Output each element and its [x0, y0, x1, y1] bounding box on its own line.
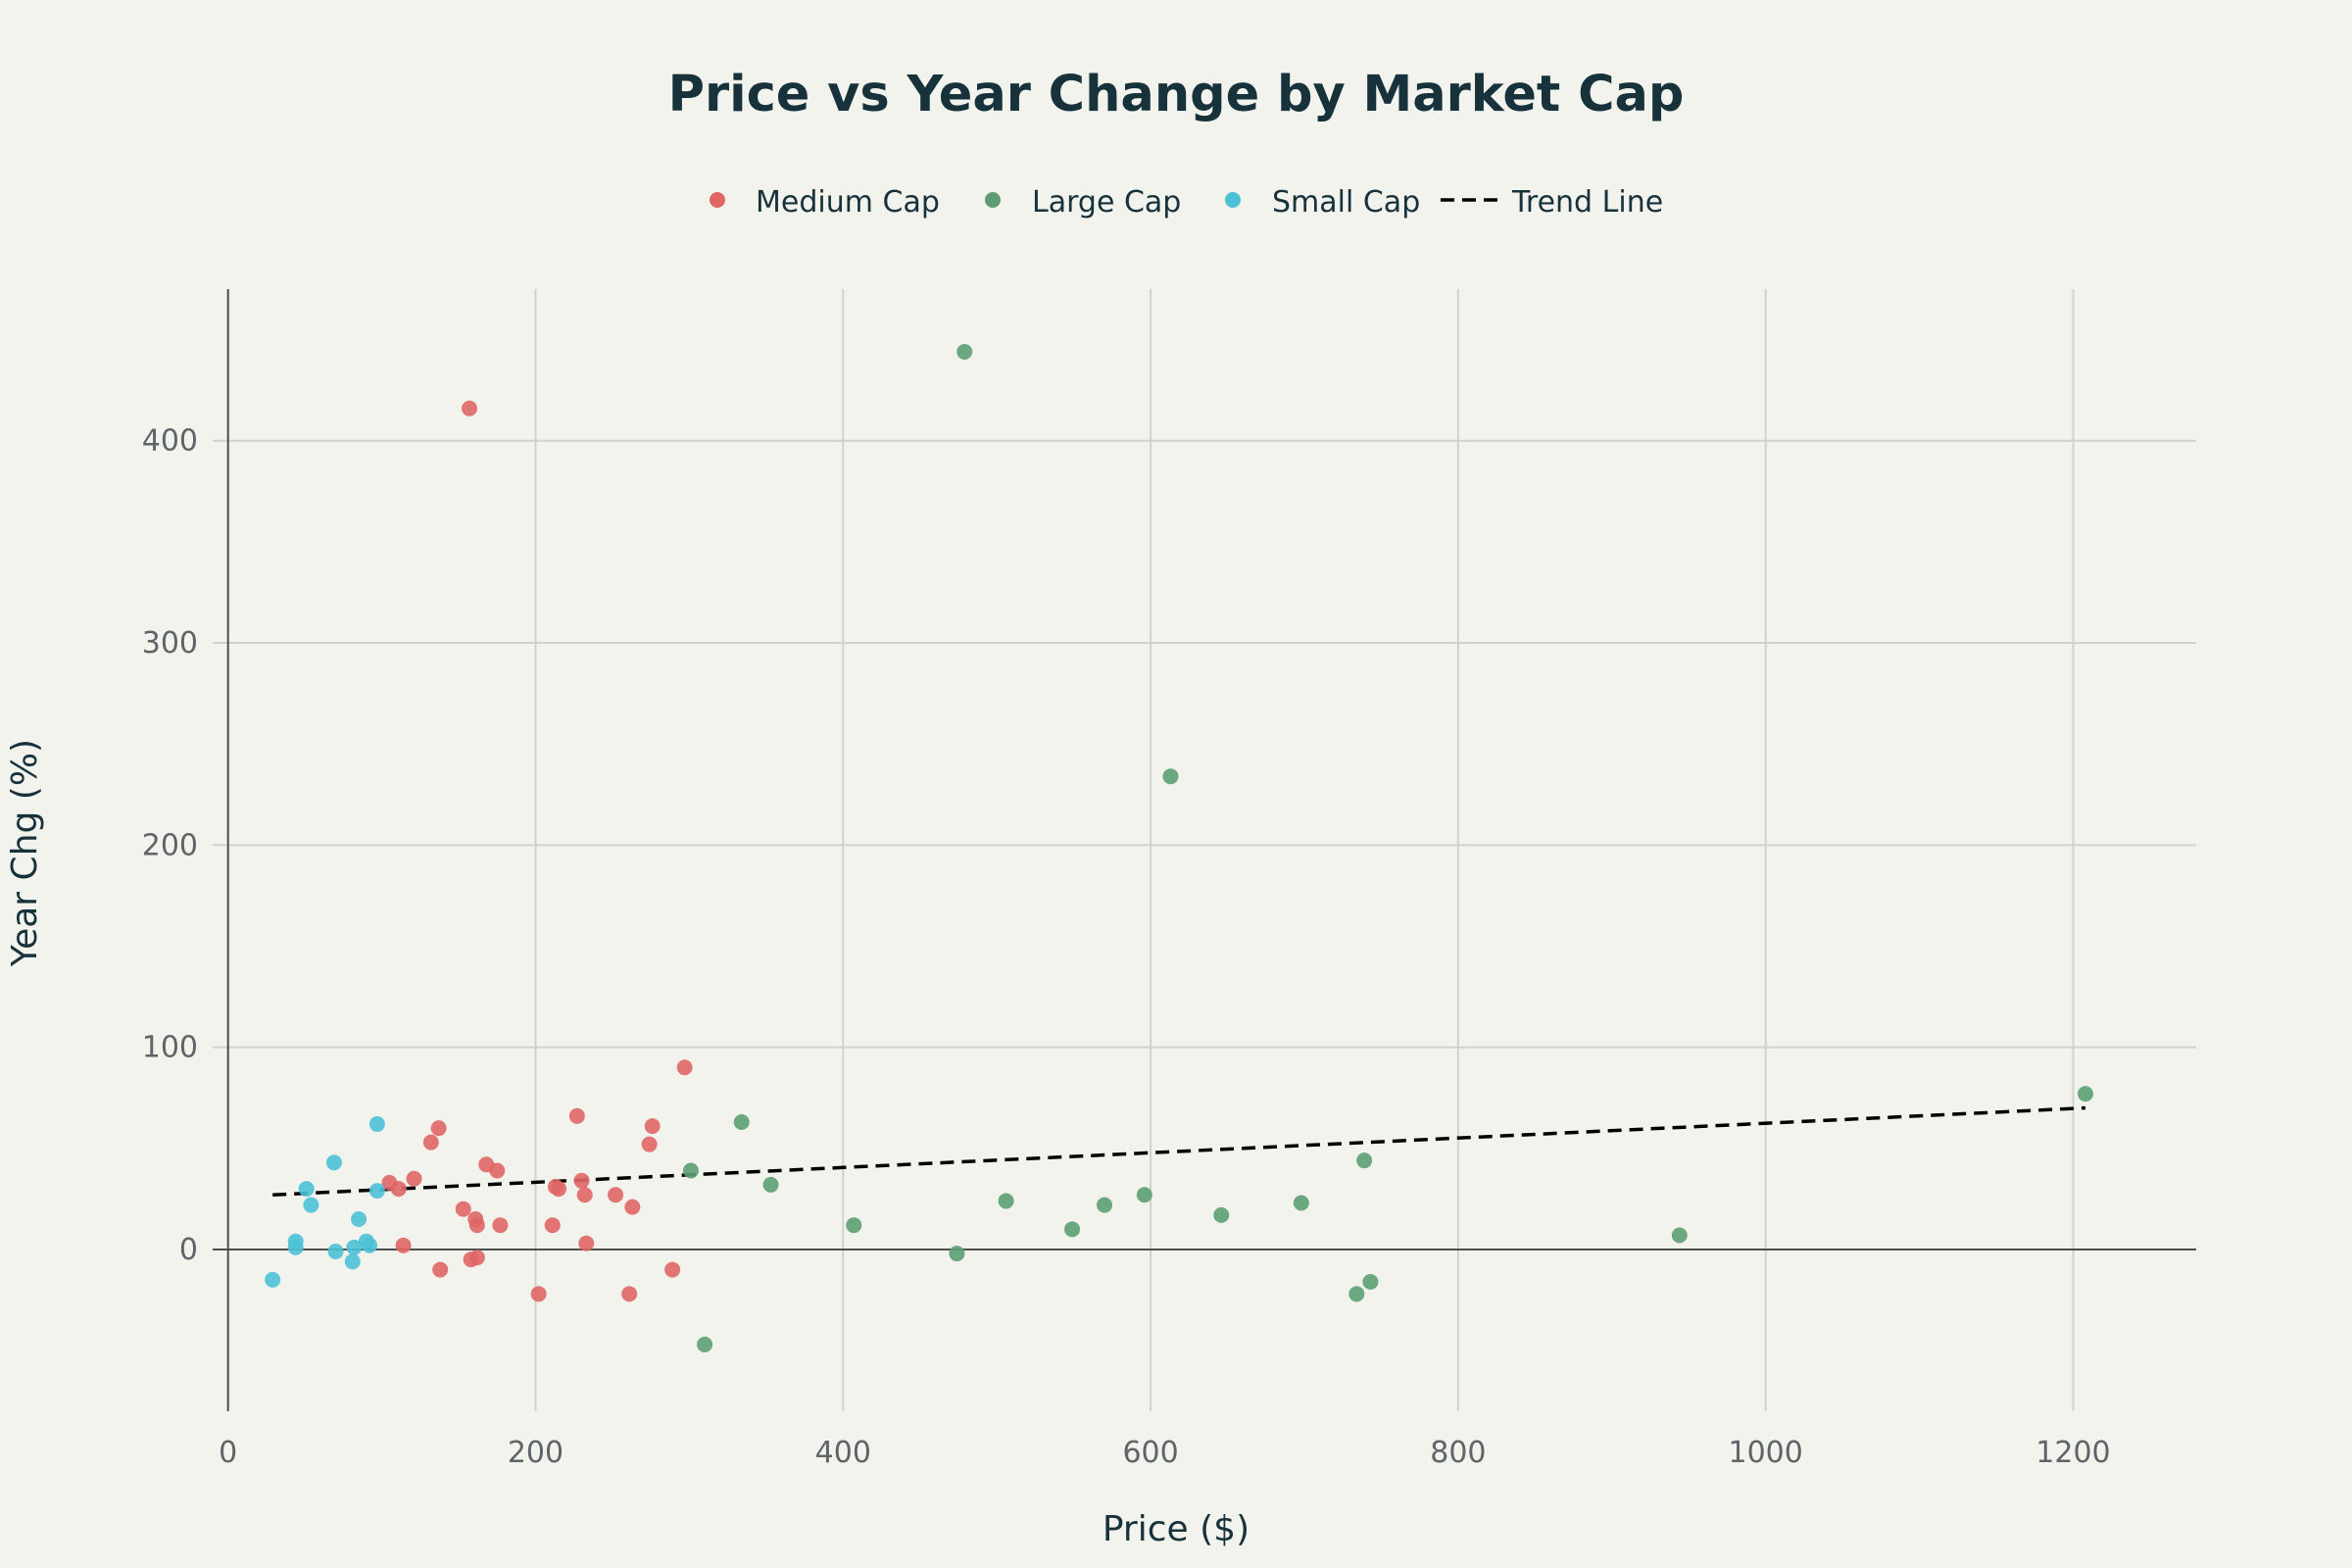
point-medium-cap[interactable]	[390, 1181, 407, 1198]
x-tick-label: 400	[815, 1436, 871, 1470]
point-large-cap[interactable]	[1671, 1227, 1688, 1244]
point-large-cap[interactable]	[697, 1336, 713, 1352]
point-large-cap[interactable]	[1162, 768, 1179, 785]
point-small-cap[interactable]	[368, 1183, 385, 1200]
point-medium-cap[interactable]	[676, 1059, 693, 1076]
y-tick-label: 400	[142, 424, 198, 459]
y-tick-label: 0	[179, 1233, 198, 1267]
point-small-cap[interactable]	[265, 1271, 281, 1288]
point-medium-cap[interactable]	[430, 1120, 447, 1137]
legend-item-large-cap[interactable]: Large Cap	[985, 185, 1181, 220]
y-tick-label: 100	[142, 1031, 198, 1065]
point-large-cap[interactable]	[682, 1162, 699, 1179]
point-medium-cap[interactable]	[492, 1217, 509, 1234]
tick-labels: 0 200 400 600 800 1000 1200 0 100 200 300 400	[142, 424, 2111, 1470]
point-large-cap[interactable]	[1356, 1152, 1373, 1169]
legend-label-large-cap: Large Cap	[1032, 185, 1181, 220]
point-medium-cap[interactable]	[455, 1200, 471, 1217]
legend-item-small-cap[interactable]: Small Cap	[1225, 185, 1420, 220]
point-medium-cap[interactable]	[621, 1286, 638, 1302]
point-large-cap[interactable]	[956, 343, 973, 360]
y-tick-label: 200	[142, 828, 198, 862]
point-medium-cap[interactable]	[395, 1237, 412, 1253]
point-medium-cap[interactable]	[551, 1181, 567, 1198]
point-medium-cap[interactable]	[608, 1187, 624, 1203]
trend-line-layer	[272, 1105, 2086, 1198]
legend-label-trend-line: Trend Line	[1511, 185, 1663, 220]
point-medium-cap[interactable]	[641, 1136, 658, 1152]
point-large-cap[interactable]	[1348, 1286, 1365, 1302]
point-small-cap[interactable]	[362, 1237, 378, 1253]
point-medium-cap[interactable]	[624, 1199, 641, 1215]
data-points	[265, 343, 2094, 1352]
point-large-cap[interactable]	[1362, 1273, 1379, 1290]
point-small-cap[interactable]	[327, 1244, 344, 1260]
chart-title: Price vs Year Change by Market Cap	[668, 66, 1685, 123]
point-medium-cap[interactable]	[578, 1235, 595, 1251]
point-medium-cap[interactable]	[462, 400, 478, 416]
point-small-cap[interactable]	[344, 1253, 361, 1270]
point-medium-cap[interactable]	[422, 1134, 439, 1151]
legend-marker-small-cap	[1225, 192, 1241, 208]
point-small-cap[interactable]	[346, 1239, 363, 1255]
legend-item-medium-cap[interactable]: Medium Cap	[710, 185, 940, 220]
point-medium-cap[interactable]	[489, 1162, 506, 1179]
point-small-cap[interactable]	[287, 1239, 304, 1255]
point-large-cap[interactable]	[998, 1193, 1014, 1209]
point-medium-cap[interactable]	[568, 1107, 585, 1124]
x-tick-label: 600	[1122, 1436, 1178, 1470]
point-large-cap[interactable]	[949, 1246, 965, 1262]
point-small-cap[interactable]	[298, 1181, 315, 1198]
point-medium-cap[interactable]	[530, 1286, 547, 1302]
legend: Medium Cap Large Cap Small Cap Trend Lin…	[710, 185, 1663, 220]
point-medium-cap[interactable]	[576, 1187, 593, 1203]
legend-label-medium-cap: Medium Cap	[756, 185, 940, 220]
y-axis-title: Year Chg (%)	[5, 739, 45, 967]
legend-label-small-cap: Small Cap	[1272, 185, 1420, 220]
point-large-cap[interactable]	[2078, 1086, 2094, 1102]
point-medium-cap[interactable]	[644, 1118, 661, 1135]
point-large-cap[interactable]	[1097, 1197, 1113, 1213]
x-tick-label: 1200	[2035, 1436, 2110, 1470]
legend-marker-medium-cap	[710, 192, 725, 208]
x-tick-label: 0	[219, 1436, 237, 1470]
point-medium-cap[interactable]	[406, 1170, 422, 1187]
x-tick-label: 800	[1430, 1436, 1486, 1470]
point-small-cap[interactable]	[325, 1154, 342, 1171]
legend-item-trend-line[interactable]: Trend Line	[1441, 185, 1663, 220]
point-large-cap[interactable]	[1064, 1221, 1081, 1238]
point-large-cap[interactable]	[846, 1217, 862, 1234]
point-medium-cap[interactable]	[432, 1261, 449, 1278]
y-tick-label: 300	[142, 626, 198, 661]
point-medium-cap[interactable]	[468, 1250, 485, 1266]
point-small-cap[interactable]	[368, 1116, 385, 1133]
point-small-cap[interactable]	[351, 1211, 368, 1228]
point-large-cap[interactable]	[1136, 1187, 1152, 1203]
point-large-cap[interactable]	[1293, 1195, 1309, 1211]
point-large-cap[interactable]	[762, 1176, 779, 1193]
point-small-cap[interactable]	[303, 1197, 319, 1213]
x-tick-label: 200	[508, 1436, 564, 1470]
point-large-cap[interactable]	[1213, 1206, 1230, 1223]
point-medium-cap[interactable]	[544, 1217, 561, 1234]
legend-marker-large-cap	[985, 192, 1001, 208]
axes	[213, 289, 2196, 1411]
point-large-cap[interactable]	[733, 1113, 750, 1130]
x-tick-label: 1000	[1729, 1436, 1803, 1470]
point-medium-cap[interactable]	[664, 1261, 681, 1278]
x-axis-title: Price ($)	[1102, 1509, 1250, 1549]
point-medium-cap[interactable]	[468, 1217, 485, 1234]
grid	[213, 289, 2196, 1411]
trend-line	[272, 1105, 2086, 1198]
point-medium-cap[interactable]	[573, 1172, 590, 1189]
